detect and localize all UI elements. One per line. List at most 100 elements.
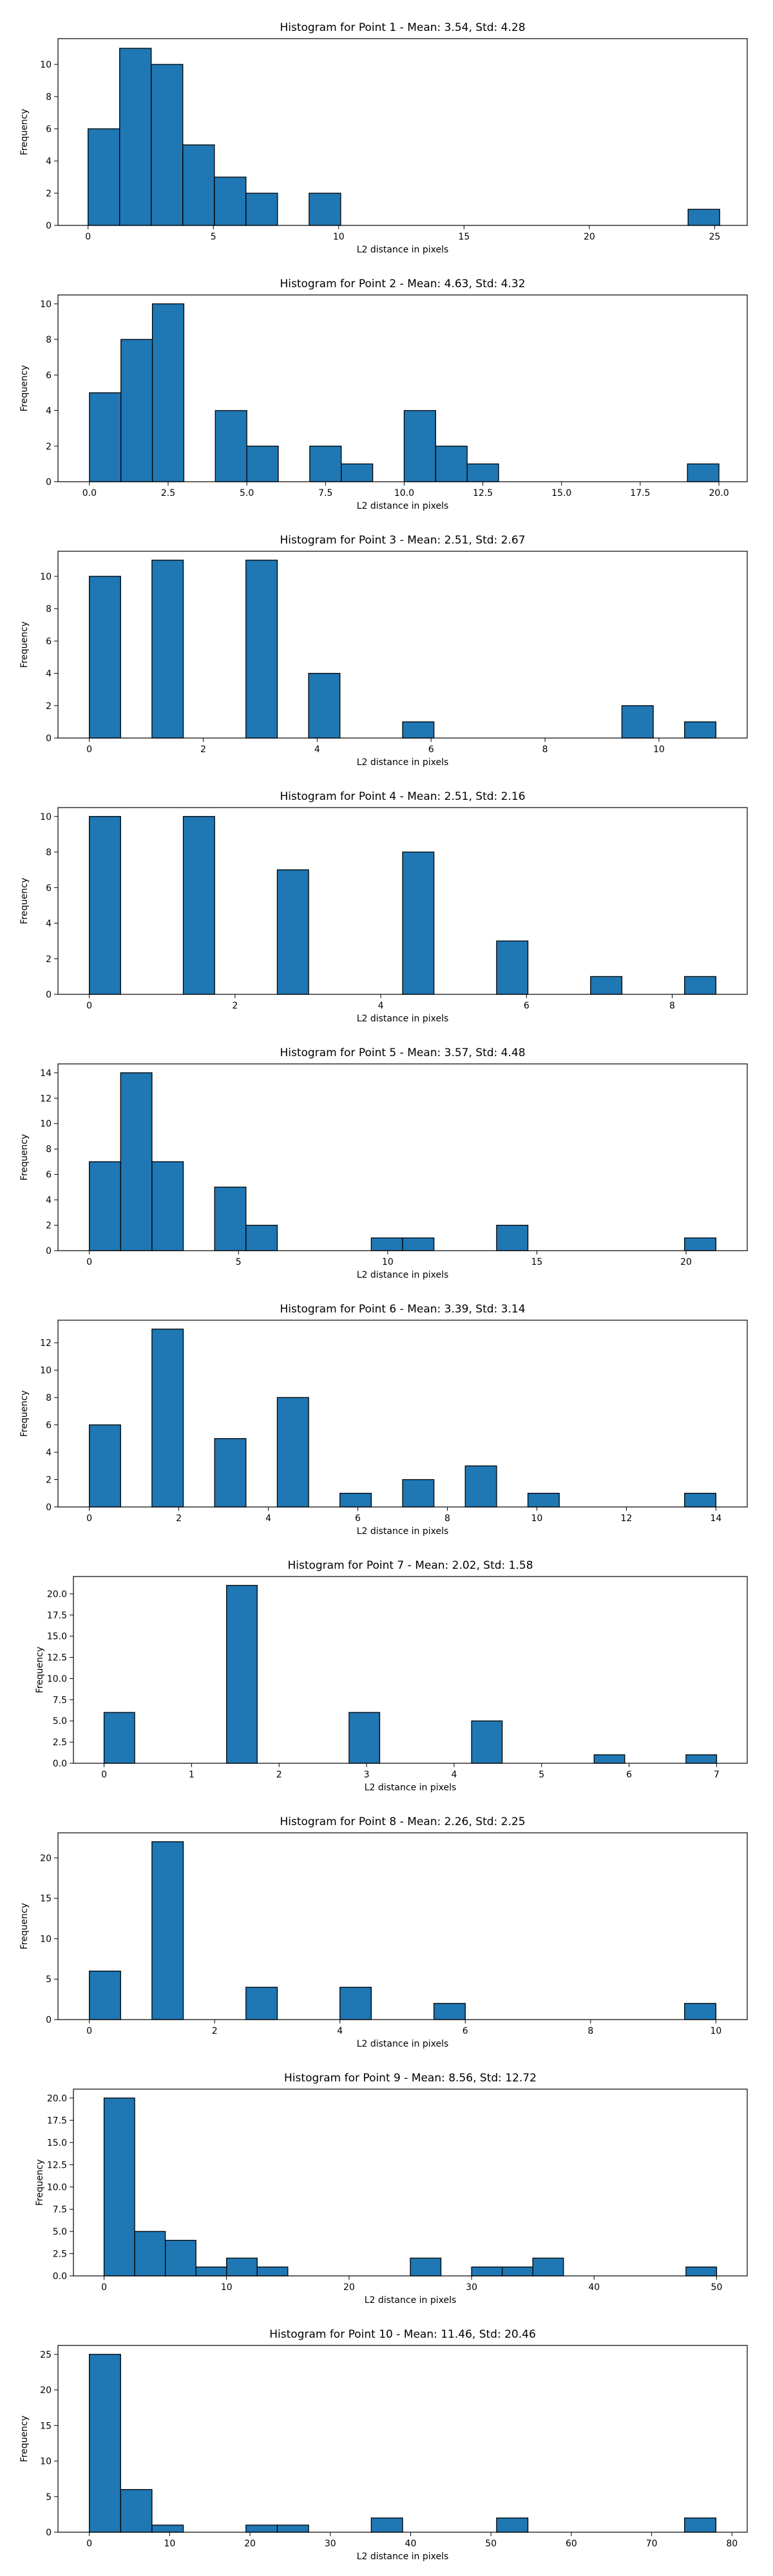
histogram-bar xyxy=(103,1712,135,1764)
y-tick-label: 8 xyxy=(46,1144,52,1155)
histogram-bar xyxy=(120,339,153,482)
y-tick-label: 10 xyxy=(40,1366,52,1376)
histogram-bar xyxy=(471,2266,503,2277)
x-axis-label: L2 distance in pixels xyxy=(365,2295,457,2306)
x-tick-label: 2.5 xyxy=(161,488,175,498)
x-tick-label: 4 xyxy=(378,1001,384,1011)
x-tick-label: 1 xyxy=(189,1770,195,1780)
y-axis-label: Frequency xyxy=(19,1903,30,1949)
x-axis-label: L2 distance in pixels xyxy=(357,757,449,768)
x-tick-label: 20 xyxy=(244,2539,256,2549)
x-tick-label: 2 xyxy=(200,744,206,755)
x-tick-label: 20 xyxy=(343,2282,355,2293)
x-tick-label: 12 xyxy=(620,1513,632,1524)
chart-title: Histogram for Point 8 - Mean: 2.26, Std:… xyxy=(280,1815,525,1828)
y-tick-label: 17.5 xyxy=(47,2116,67,2126)
histogram-bar xyxy=(308,672,341,739)
axes-frame xyxy=(57,2345,748,2533)
y-tick-label: 20 xyxy=(40,2385,52,2396)
x-tick-label: 30 xyxy=(466,2282,477,2293)
y-tick-label: 15 xyxy=(40,1894,52,1904)
histogram-bar xyxy=(339,1493,372,1508)
y-tick-label: 15.0 xyxy=(47,2138,67,2148)
x-tick-label: 80 xyxy=(726,2539,738,2549)
x-tick-label: 14 xyxy=(710,1513,721,1524)
histogram-bar xyxy=(88,1971,121,2020)
y-tick-label: 15 xyxy=(40,2421,52,2431)
histogram-bar xyxy=(215,410,247,482)
histogram-bar xyxy=(309,193,341,226)
chart-panel-3: Histogram for Point 3 - Mean: 2.51, Std:… xyxy=(19,534,748,768)
y-tick-label: 6 xyxy=(46,124,52,135)
y-tick-label: 0 xyxy=(46,990,52,1000)
x-tick-label: 17.5 xyxy=(630,488,650,498)
histogram-bar xyxy=(88,576,121,739)
x-axis-label: L2 distance in pixels xyxy=(357,2552,449,2562)
axes-frame xyxy=(73,1576,748,1764)
x-tick-label: 30 xyxy=(325,2539,336,2549)
histogram-bar xyxy=(120,1072,153,1251)
y-tick-label: 0 xyxy=(46,2528,52,2538)
x-tick-label: 40 xyxy=(588,2282,600,2293)
histogram-bar xyxy=(370,2517,403,2533)
histogram-bar xyxy=(370,1237,403,1251)
histogram-bar xyxy=(684,2003,717,2020)
y-tick-label: 5 xyxy=(46,1975,52,1985)
histogram-bar xyxy=(433,2003,466,2020)
y-tick-label: 7.5 xyxy=(53,2204,67,2215)
histogram-bar xyxy=(496,940,529,995)
histogram-bar xyxy=(119,48,152,226)
chart-title: Histogram for Point 7 - Mean: 2.02, Std:… xyxy=(287,1559,533,1572)
x-axis-label: L2 distance in pixels xyxy=(357,245,449,255)
chart-title: Histogram for Point 10 - Mean: 11.46, St… xyxy=(269,2328,536,2341)
histogram-bar xyxy=(182,816,215,995)
y-tick-label: 10 xyxy=(40,60,52,70)
x-tick-label: 6 xyxy=(355,1513,361,1524)
y-tick-label: 2 xyxy=(46,954,52,965)
chart-title: Histogram for Point 1 - Mean: 3.54, Std:… xyxy=(280,21,525,34)
y-axis-label: Frequency xyxy=(19,1390,30,1437)
x-axis-label: L2 distance in pixels xyxy=(357,2039,449,2049)
x-tick-label: 8 xyxy=(669,1001,675,1011)
y-tick-label: 10 xyxy=(40,1934,52,1944)
x-tick-label: 5 xyxy=(539,1770,544,1780)
y-tick-label: 5 xyxy=(46,2492,52,2503)
x-tick-label: 4 xyxy=(265,1513,271,1524)
x-tick-label: 20 xyxy=(680,1257,692,1267)
y-tick-label: 4 xyxy=(46,1195,52,1206)
y-tick-label: 2.5 xyxy=(53,1738,67,1748)
x-tick-label: 6 xyxy=(428,744,434,755)
histogram-bar xyxy=(151,64,184,226)
histogram-bar xyxy=(134,2231,166,2277)
y-axis-label: Frequency xyxy=(19,365,30,412)
histogram-bar xyxy=(435,446,468,482)
x-tick-label: 0 xyxy=(86,1513,92,1524)
histogram-bar xyxy=(685,1754,718,1764)
y-axis-label: Frequency xyxy=(19,1134,30,1180)
y-tick-label: 0.0 xyxy=(53,1759,67,1769)
histogram-bar xyxy=(471,1720,503,1764)
x-tick-label: 10 xyxy=(382,1257,394,1267)
y-tick-label: 10 xyxy=(40,2457,52,2467)
histogram-bar xyxy=(403,410,436,482)
y-tick-label: 20.0 xyxy=(47,2094,67,2104)
histogram-bar xyxy=(245,1987,278,2020)
y-tick-label: 10 xyxy=(40,572,52,582)
y-tick-label: 6 xyxy=(46,370,52,381)
x-tick-label: 0 xyxy=(86,1001,92,1011)
y-tick-label: 4 xyxy=(46,156,52,167)
y-tick-label: 12.5 xyxy=(47,1653,67,1663)
x-tick-label: 6 xyxy=(524,1001,530,1011)
histogram-bar xyxy=(245,193,278,226)
y-tick-label: 25 xyxy=(40,2350,52,2360)
histogram-bar xyxy=(88,816,121,995)
y-tick-label: 0 xyxy=(46,221,52,231)
chart-title: Histogram for Point 4 - Mean: 2.51, Std:… xyxy=(280,790,525,803)
chart-title: Histogram for Point 6 - Mean: 3.39, Std:… xyxy=(280,1303,525,1316)
x-tick-label: 70 xyxy=(646,2539,658,2549)
histogram-bar xyxy=(684,1237,717,1251)
histogram-bar xyxy=(276,1397,309,1508)
x-tick-label: 10 xyxy=(164,2539,175,2549)
x-tick-label: 6 xyxy=(463,2026,468,2036)
y-tick-label: 8 xyxy=(46,604,52,614)
